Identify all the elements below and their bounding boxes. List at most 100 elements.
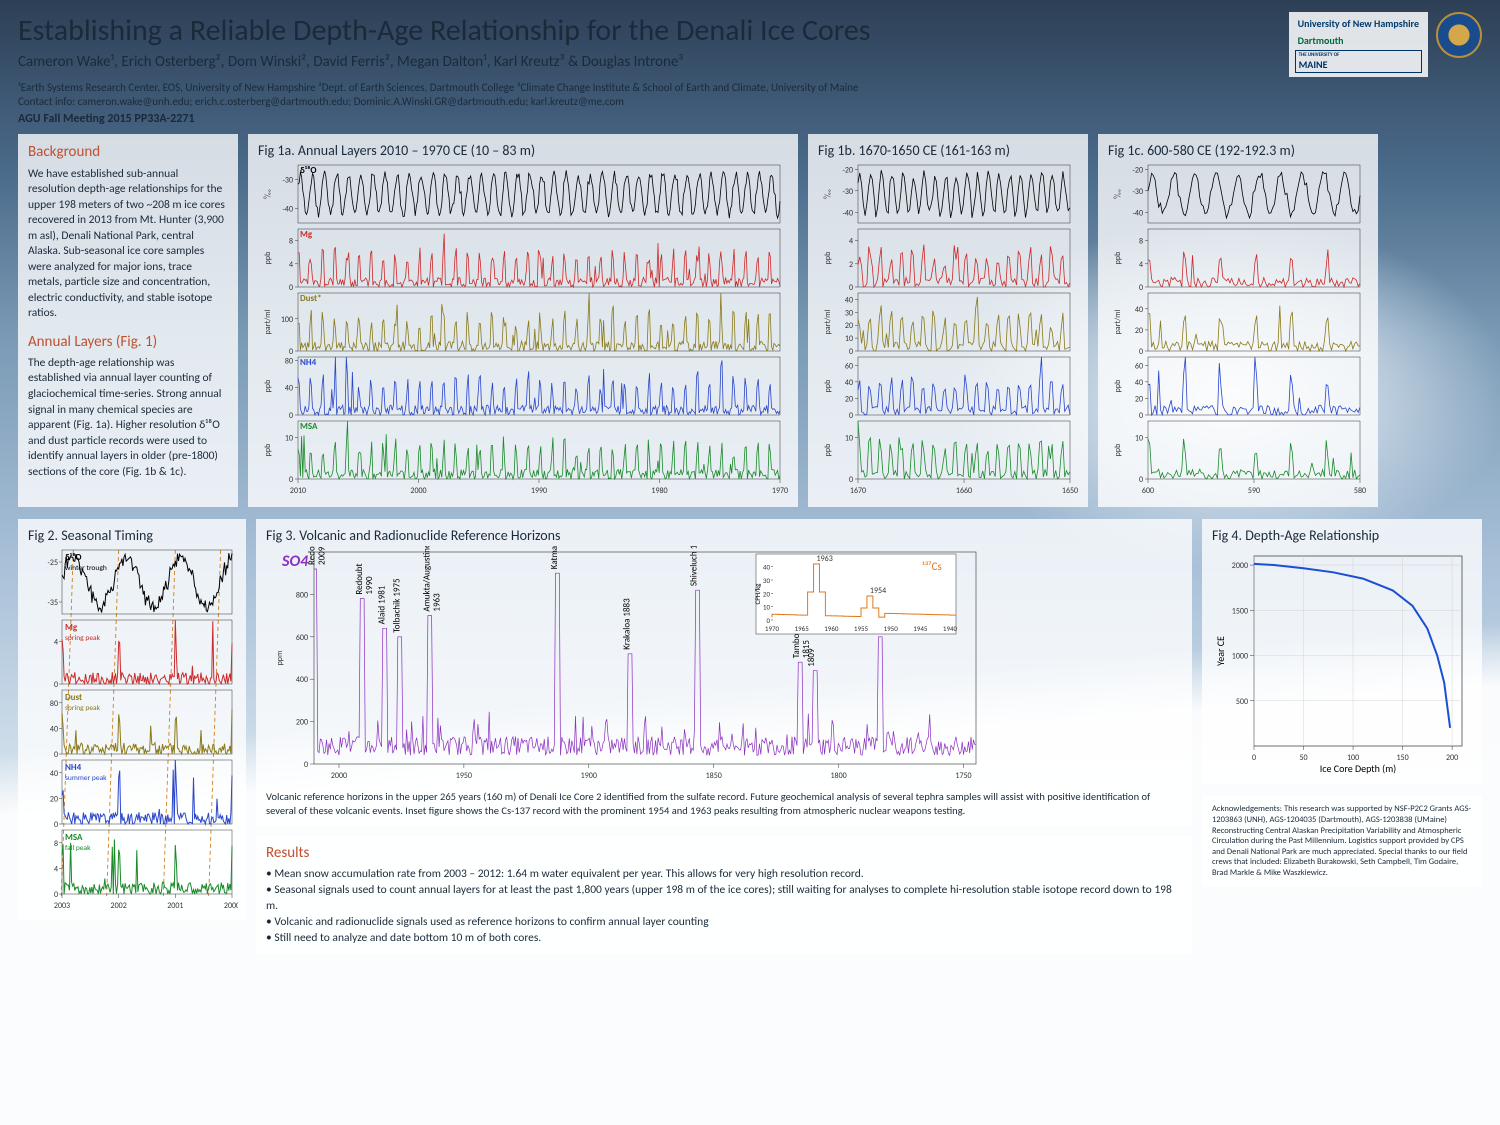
- svg-text:2010: 2010: [290, 486, 306, 496]
- svg-text:2000: 2000: [410, 486, 426, 496]
- svg-text:1970: 1970: [772, 486, 788, 496]
- svg-text:NH4: NH4: [65, 762, 82, 773]
- poster-title: Establishing a Reliable Depth-Age Relati…: [18, 12, 1482, 49]
- svg-text:2000: 2000: [224, 901, 238, 911]
- svg-text:40: 40: [763, 563, 771, 572]
- svg-text:2002: 2002: [111, 901, 127, 911]
- svg-text:40: 40: [50, 769, 58, 779]
- svg-text:0: 0: [54, 890, 58, 900]
- maine-logo: THE UNIVERSITY OF MAINE: [1295, 50, 1422, 73]
- svg-text:-40: -40: [282, 205, 293, 215]
- svg-text:10: 10: [763, 603, 771, 612]
- svg-text:SO4: SO4: [281, 552, 309, 571]
- header: Establishing a Reliable Depth-Age Relati…: [18, 12, 1482, 126]
- svg-text:10: 10: [285, 434, 293, 444]
- svg-text:ppb: ppb: [1113, 444, 1123, 457]
- svg-text:2000: 2000: [331, 771, 347, 781]
- dartmouth-logo: Dartmouth: [1295, 33, 1422, 48]
- svg-text:Ice Core Depth (m): Ice Core Depth (m): [1320, 762, 1396, 775]
- results-list: Mean snow accumulation rate from 2003 – …: [266, 866, 1182, 946]
- results-item: Mean snow accumulation rate from 2003 – …: [266, 866, 1182, 882]
- svg-text:0: 0: [54, 750, 58, 760]
- svg-text:0: 0: [54, 680, 58, 690]
- svg-text:20: 20: [845, 322, 853, 332]
- fig1a-chart: -40-30δ¹⁸O⁰/₀₀048Mgppb0100Dust*part/ml04…: [258, 161, 788, 499]
- svg-text:8: 8: [1139, 237, 1143, 247]
- svg-text:2009: 2009: [316, 547, 327, 566]
- svg-text:⁰/₀₀: ⁰/₀₀: [1113, 189, 1123, 199]
- svg-text:580: 580: [1354, 486, 1366, 496]
- svg-text:8: 8: [54, 839, 58, 849]
- results-item: Volcanic and radionuclide signals used a…: [266, 914, 1182, 930]
- fig2-panel: Fig 2. Seasonal Timing -35-25δ¹⁸Owinter …: [18, 519, 246, 920]
- svg-text:4: 4: [54, 638, 58, 648]
- logo-row: University of New Hampshire Dartmouth TH…: [1289, 12, 1482, 77]
- svg-text:1940: 1940: [943, 624, 958, 633]
- svg-text:ppb: ppb: [263, 444, 273, 457]
- svg-text:Krakaloa 1883: Krakaloa 1883: [621, 598, 632, 650]
- affiliations: ¹Earth Systems Research Center, EOS, Uni…: [18, 81, 1482, 95]
- svg-text:1650: 1650: [1062, 486, 1078, 496]
- svg-text:ppb: ppb: [1113, 252, 1123, 265]
- svg-text:part/ml: part/ml: [1113, 310, 1123, 335]
- fig1a-panel: Fig 1a. Annual Layers 2010 – 1970 CE (10…: [248, 134, 798, 507]
- svg-text:-20: -20: [1132, 166, 1143, 176]
- fig1c-panel: Fig 1c. 600-580 CE (192-192.3 m) -40-30-…: [1098, 134, 1378, 507]
- svg-text:2003: 2003: [54, 901, 70, 911]
- svg-text:-40: -40: [842, 209, 853, 219]
- svg-text:40: 40: [1135, 305, 1143, 315]
- svg-text:2001: 2001: [167, 901, 183, 911]
- svg-text:1660: 1660: [956, 486, 972, 496]
- svg-text:-25: -25: [47, 558, 58, 568]
- svg-text:4: 4: [54, 865, 58, 875]
- svg-text:⁰/₀₀: ⁰/₀₀: [263, 189, 273, 199]
- svg-text:500: 500: [1236, 697, 1248, 707]
- fig2-title: Fig 2. Seasonal Timing: [28, 527, 236, 544]
- svg-text:2: 2: [849, 260, 853, 270]
- svg-text:40: 40: [845, 378, 853, 388]
- svg-text:-35: -35: [47, 598, 58, 608]
- acknowledgements: Acknowledgements: This research was supp…: [1202, 796, 1482, 886]
- svg-text:Shiveluch 1856: Shiveluch 1856: [689, 546, 700, 586]
- svg-text:1945: 1945: [913, 624, 928, 633]
- svg-text:590: 590: [1248, 486, 1260, 496]
- svg-text:Dust*: Dust*: [300, 293, 322, 304]
- svg-text:1955: 1955: [854, 624, 869, 633]
- fig4-panel: Fig 4. Depth-Age Relationship 0501001502…: [1202, 519, 1482, 784]
- svg-text:10: 10: [845, 334, 853, 344]
- svg-text:0: 0: [1139, 475, 1143, 485]
- nsf-logo: [1436, 12, 1482, 58]
- svg-text:0: 0: [849, 475, 853, 485]
- fig1b-title: Fig 1b. 1670-1650 CE (161-163 m): [818, 142, 1078, 159]
- svg-text:⁰/₀₀: ⁰/₀₀: [823, 189, 833, 199]
- svg-text:400: 400: [296, 675, 308, 685]
- svg-text:0: 0: [849, 283, 853, 293]
- svg-text:0: 0: [849, 347, 853, 357]
- svg-text:-40: -40: [1132, 209, 1143, 219]
- fig2-chart: -35-25δ¹⁸Owinter trough04Mgspring peak04…: [28, 546, 238, 912]
- svg-text:0: 0: [849, 411, 853, 421]
- unh-logo: University of New Hampshire: [1295, 16, 1422, 31]
- svg-text:60: 60: [1135, 362, 1143, 372]
- svg-text:Mg: Mg: [300, 229, 313, 240]
- svg-text:150: 150: [1396, 753, 1408, 763]
- svg-text:0: 0: [289, 411, 293, 421]
- authors: Cameron Wake¹, Erich Osterberg², Dom Win…: [18, 53, 1482, 71]
- svg-text:1900: 1900: [581, 771, 597, 781]
- svg-text:80: 80: [285, 357, 293, 367]
- svg-text:part/ml: part/ml: [823, 310, 833, 335]
- svg-text:0: 0: [54, 820, 58, 830]
- svg-text:1670: 1670: [850, 486, 866, 496]
- svg-text:summer peak: summer peak: [65, 774, 107, 783]
- background-heading: Background: [28, 142, 228, 162]
- svg-text:ppb: ppb: [823, 252, 833, 265]
- svg-text:1500: 1500: [1232, 607, 1248, 617]
- svg-text:30: 30: [845, 309, 853, 319]
- svg-text:1965: 1965: [795, 624, 810, 633]
- svg-text:δ¹⁸O: δ¹⁸O: [300, 165, 316, 176]
- fig1b-chart: -40-30-20⁰/₀₀024ppb010203040part/ml02040…: [818, 161, 1078, 499]
- svg-text:1960: 1960: [824, 624, 839, 633]
- svg-text:600: 600: [296, 633, 308, 643]
- svg-text:1950: 1950: [884, 624, 899, 633]
- svg-text:20: 20: [1135, 395, 1143, 405]
